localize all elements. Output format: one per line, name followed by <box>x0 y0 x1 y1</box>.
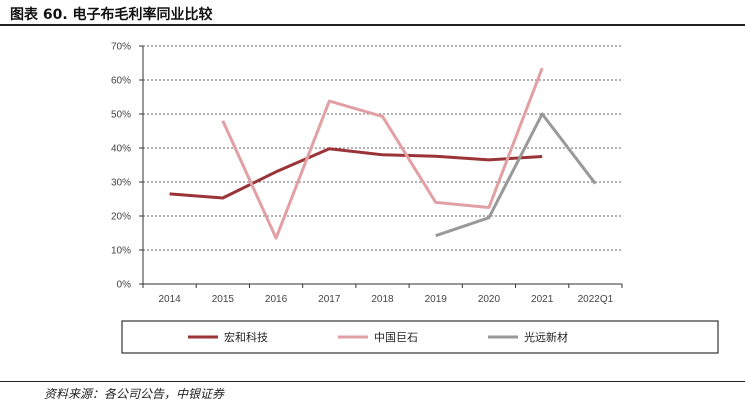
x-tick-label: 2016 <box>265 294 288 305</box>
chart-title: 图表 60. 电子布毛利率同业比较 <box>10 7 213 23</box>
y-tick-label: 0% <box>117 280 132 291</box>
x-tick-label: 2019 <box>425 294 448 305</box>
x-tick-label: 2022Q1 <box>578 294 614 305</box>
legend-label: 宏和科技 <box>224 330 268 344</box>
x-tick-label: 2021 <box>531 294 554 305</box>
y-tick-label: 40% <box>111 144 131 155</box>
x-tick-label: 2020 <box>478 294 501 305</box>
chart-area: 0% 10% 20% 30% 40% 50% 60% 70% 2014 2015 2016 2017… <box>111 42 719 354</box>
legend: 宏和科技 中国巨石 光远新材 <box>121 320 719 354</box>
title-divider <box>0 24 745 26</box>
y-tick-label: 30% <box>111 178 131 189</box>
series-line-中国巨石 <box>221 67 544 240</box>
x-tick-label: 2017 <box>318 294 341 305</box>
legend-label: 中国巨石 <box>374 331 418 344</box>
y-tick-label: 70% <box>111 42 131 53</box>
x-tick-label: 2018 <box>371 294 394 305</box>
series-layer <box>169 67 597 240</box>
series-line-光远新材 <box>435 112 597 238</box>
grid-lines <box>143 45 622 251</box>
y-tick-label: 50% <box>111 110 131 121</box>
x-tick-label: 2015 <box>212 294 235 305</box>
y-axis: 0% 10% 20% 30% 40% 50% 60% 70% <box>111 42 144 291</box>
y-tick-label: 60% <box>111 76 131 87</box>
x-axis: 2014 2015 2016 2017 2018 2019 2020 2021 2022Q1 <box>142 283 623 305</box>
source-note: 资料来源：各公司公告，中银证券 <box>44 387 225 401</box>
x-tick-label: 2014 <box>158 294 181 305</box>
y-tick-label: 10% <box>111 246 131 257</box>
source-divider <box>0 381 745 382</box>
legend-label: 光远新材 <box>524 330 568 344</box>
legend-box <box>121 320 719 354</box>
series-line-宏和科技 <box>169 147 543 200</box>
y-tick-label: 20% <box>111 212 131 223</box>
